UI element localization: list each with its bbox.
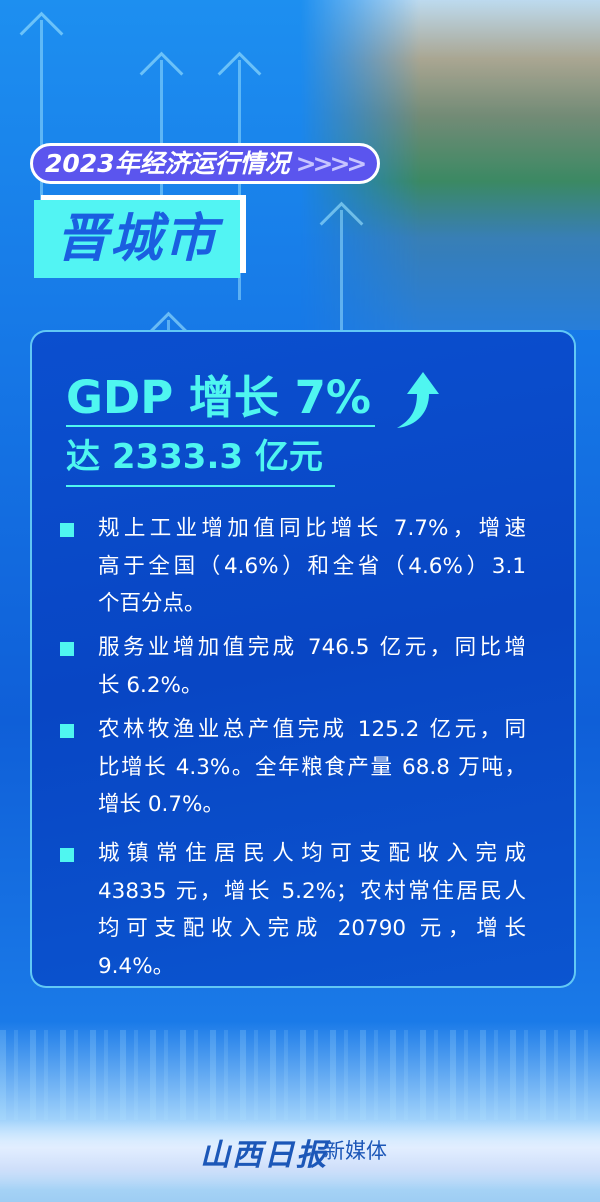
year-title-pill: 2023年经济运行情况 >>>> (30, 143, 380, 184)
stat-line: 农林牧渔业总产值完成 125.2 亿元，同 (98, 717, 526, 742)
decor-arrow (40, 20, 43, 240)
divider (66, 485, 335, 487)
stat-line: 个百分点。 (98, 591, 206, 616)
pill-title: 2023年经济运行情况 (45, 149, 290, 178)
stat-line: 服务业增加值完成 746.5 亿元，同比增 (98, 635, 526, 660)
stat-line: 增长 0.7%。 (98, 792, 224, 817)
up-arrow-icon (397, 372, 439, 428)
gdp-amount: 达 2333.3 亿元 (66, 437, 323, 477)
stat-line: 高于全国（4.6%）和全省（4.6%）3.1 (98, 553, 526, 579)
divider (66, 425, 375, 427)
decor-arrow (340, 210, 343, 330)
bullet-square-icon (60, 523, 74, 537)
bullet-square-icon (60, 848, 74, 862)
footer-band (0, 1120, 600, 1190)
stat-line: 城镇常住居民人均可支配收入完成 (98, 841, 526, 866)
stat-line: 均可支配收入完成 20790 元，增长 (98, 916, 526, 941)
stat-line: 43835 元，增长 5.2%；农村常住居民人 (98, 878, 526, 904)
stat-line: 规上工业增加值同比增长 7.7%，增速 (98, 516, 526, 541)
bullet-square-icon (60, 642, 74, 656)
city-title: 晋城市 (34, 200, 240, 278)
stat-line: 9.4%。 (98, 953, 175, 979)
logo-subtitle: 新媒体 (324, 1139, 387, 1163)
stats-card (30, 330, 576, 988)
chevrons-icon: >>>> (295, 149, 368, 178)
shanxi-daily-logo: 山西日报 (200, 1138, 328, 1173)
skyline-decoration (0, 1030, 600, 1120)
bullet-square-icon (60, 724, 74, 738)
stat-line: 长 6.2%。 (98, 672, 203, 698)
stat-line: 比增长 4.3%。全年粮食产量 68.8 万吨， (98, 754, 526, 780)
gdp-growth-headline: GDP 增长 7% (66, 371, 372, 424)
